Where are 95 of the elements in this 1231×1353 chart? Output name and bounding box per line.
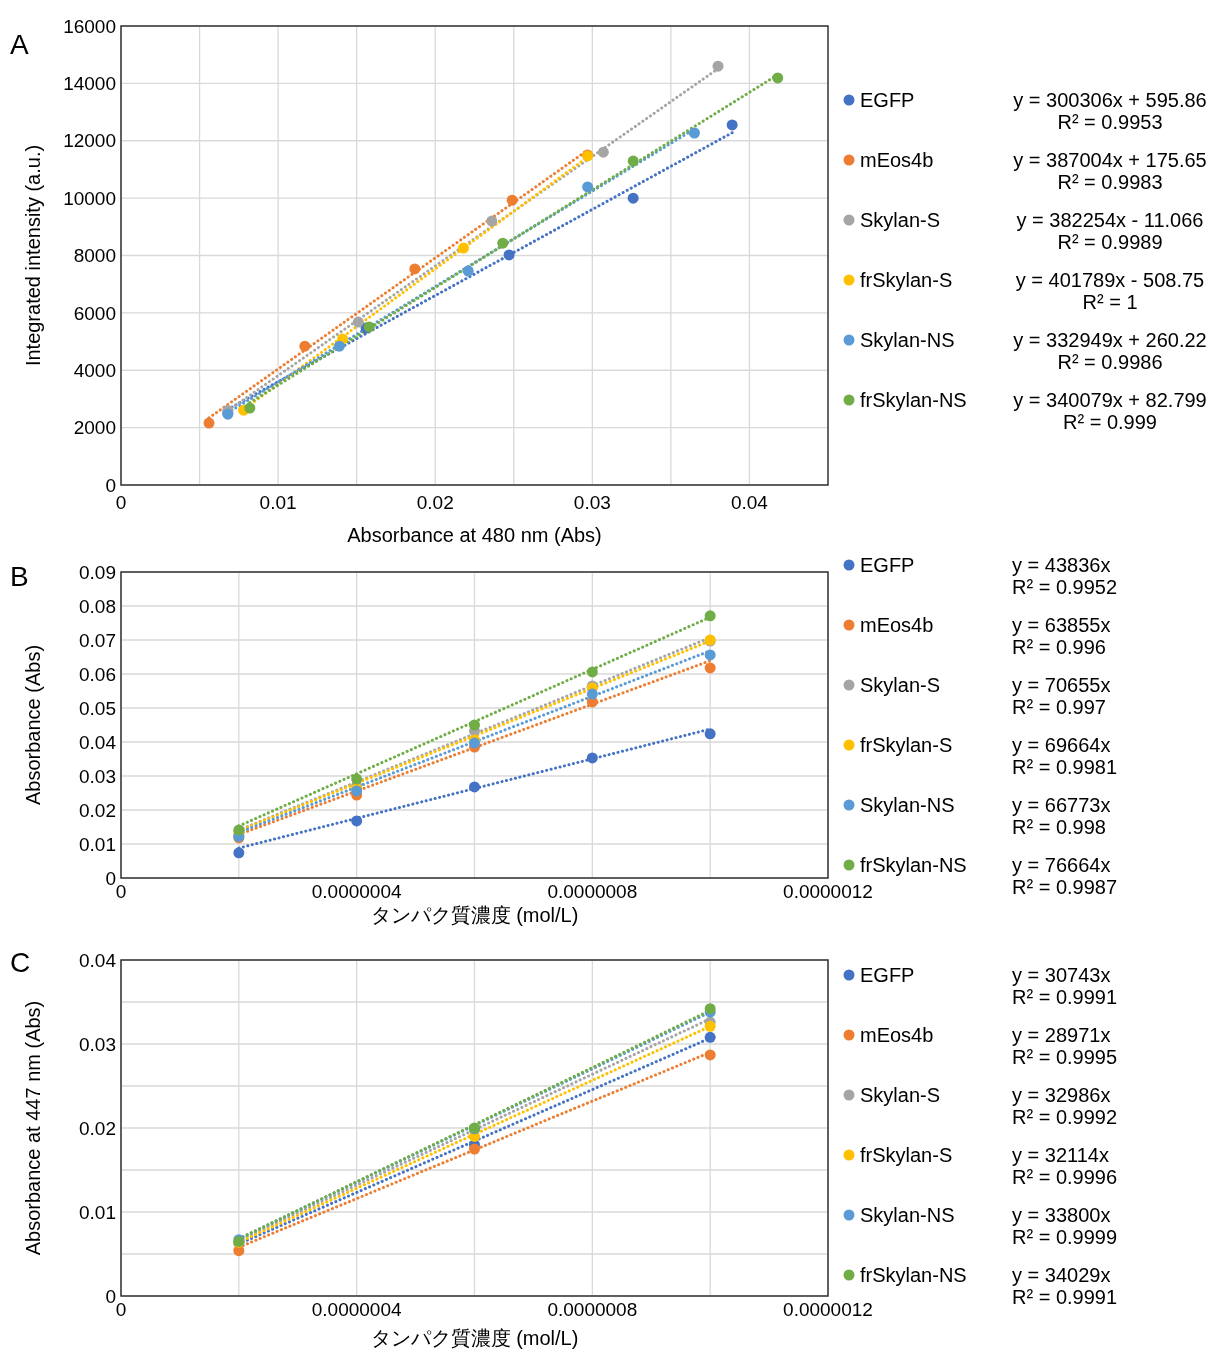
text: y = 300306x + 595.86 — [1013, 89, 1207, 111]
legend-label: frSkylan-S — [860, 1144, 953, 1166]
x-tick-label: 0.01 — [259, 492, 297, 513]
x-tick-label: 0.0000012 — [783, 881, 873, 902]
legend-label: Skylan-S — [860, 209, 941, 231]
text: R² = 0.9981 — [1012, 756, 1118, 778]
y-tick-label: 0.02 — [79, 799, 116, 821]
text: y = 43836x — [1012, 554, 1111, 576]
text: R² = 0.997 — [1012, 696, 1106, 718]
y-axis-title: Absorbance (Abs) — [22, 644, 44, 806]
text: R² = 0.9986 — [1057, 351, 1163, 373]
text: R² = 0.9995 — [1012, 1046, 1118, 1068]
x-tick-label: 0.03 — [573, 492, 611, 513]
y-tick-label: 0.07 — [79, 629, 116, 651]
x-tick-label: 0.0000008 — [547, 881, 638, 902]
chart-title: A — [10, 29, 29, 60]
text: y = 66773x — [1012, 794, 1111, 816]
legend-label: Skylan-NS — [860, 1204, 955, 1226]
y-tick-label: 0.01 — [79, 1201, 116, 1223]
text: y = 70655x — [1012, 674, 1111, 696]
y-tick-label: 0.04 — [79, 949, 117, 971]
y-tick-label: 0.03 — [79, 765, 116, 787]
y-axis-title: Absorbance at 447 nm (Abs) — [22, 1000, 44, 1256]
y-tick-label: 0.08 — [79, 595, 116, 617]
text: y = 63855x — [1012, 614, 1111, 636]
text: R² = 0.9983 — [1057, 171, 1163, 193]
text: y = 28971x — [1012, 1024, 1111, 1046]
legend-label: frSkylan-NS — [860, 854, 967, 876]
y-tick-label: 0.03 — [79, 1033, 116, 1055]
text: R² = 0.9996 — [1012, 1166, 1118, 1188]
text: R² = 0.9992 — [1012, 1106, 1118, 1128]
x-tick-label: 0.0000004 — [311, 881, 402, 902]
text: y = 32986x — [1012, 1084, 1111, 1106]
x-axis-title: Absorbance at 480 nm (Abs) — [347, 524, 602, 546]
text: R² = 0.999 — [1063, 411, 1157, 433]
legend-label: frSkylan-S — [860, 269, 953, 291]
text: y = 340079x + 82.799 — [1013, 389, 1207, 411]
text: y = 69664x — [1012, 734, 1111, 756]
text: y = 401789x - 508.75 — [1015, 269, 1205, 291]
text: R² = 0.9952 — [1012, 576, 1118, 598]
text: R² = 0.9987 — [1012, 876, 1118, 898]
legend-label: Skylan-NS — [860, 329, 955, 351]
legend-label: EGFP — [860, 964, 915, 986]
y-tick-label: 0.09 — [79, 561, 116, 583]
x-tick-label: 0.0000008 — [547, 1299, 638, 1320]
y-tick-label: 0 — [105, 474, 116, 496]
y-tick-label: 12000 — [63, 130, 116, 152]
legend-label: EGFP — [860, 554, 915, 576]
text: y = 32114x — [1012, 1144, 1109, 1166]
y-axis-title: Integrated intensity (a.u.) — [22, 144, 44, 367]
text: R² = 1 — [1082, 291, 1138, 313]
text: R² = 0.9989 — [1057, 231, 1163, 253]
x-axis-title: タンパク質濃度 (mol/L) — [370, 1327, 579, 1349]
legend-label: mEos4b — [860, 614, 934, 636]
x-tick-label: 0.0000012 — [783, 1299, 873, 1320]
legend-label: frSkylan-S — [860, 734, 953, 756]
legend-label: mEos4b — [860, 1024, 934, 1046]
y-tick-label: 8000 — [73, 245, 116, 267]
text: y = 76664x — [1012, 854, 1111, 876]
text: y = 387004x + 175.65 — [1013, 149, 1207, 171]
text: R² = 0.9953 — [1057, 111, 1163, 133]
y-tick-label: 4000 — [73, 359, 116, 381]
legend-label: frSkylan-NS — [860, 1264, 967, 1286]
text: R² = 0.9999 — [1012, 1226, 1118, 1248]
y-tick-label: 6000 — [73, 302, 116, 324]
y-tick-label: 0.05 — [79, 697, 116, 719]
x-tick-label: 0.0000004 — [311, 1299, 402, 1320]
chart-title: B — [10, 561, 29, 592]
text: y = 382254x - 11.066 — [1016, 209, 1204, 231]
legend-label: Skylan-S — [860, 1084, 941, 1106]
x-tick-label: 0.04 — [730, 492, 769, 513]
y-tick-label: 16000 — [63, 15, 116, 37]
y-tick-label: 14000 — [63, 73, 116, 95]
legend-label: mEos4b — [860, 149, 934, 171]
y-tick-label: 0.04 — [79, 731, 117, 753]
text: R² = 0.9991 — [1012, 1286, 1118, 1308]
y-tick-label: 10000 — [63, 187, 116, 209]
x-axis-title: タンパク質濃度 (mol/L) — [370, 904, 579, 926]
text: R² = 0.998 — [1012, 816, 1106, 838]
text: R² = 0.996 — [1012, 636, 1106, 658]
y-tick-label: 0.01 — [79, 833, 116, 855]
text: y = 332949x + 260.22 — [1013, 329, 1207, 351]
text: y = 34029x — [1012, 1264, 1111, 1286]
y-tick-label: 2000 — [73, 417, 116, 439]
legend-label: Skylan-S — [860, 674, 941, 696]
y-tick-label: 0.06 — [79, 663, 116, 685]
text: y = 33800x — [1012, 1204, 1111, 1226]
text: y = 30743x — [1012, 964, 1111, 986]
legend-label: EGFP — [860, 89, 915, 111]
text: R² = 0.9991 — [1012, 986, 1118, 1008]
x-tick-label: 0.02 — [416, 492, 454, 513]
chart-title: C — [10, 947, 31, 978]
legend-label: frSkylan-NS — [860, 389, 967, 411]
legend-label: Skylan-NS — [860, 794, 955, 816]
y-tick-label: 0.02 — [79, 1117, 116, 1139]
